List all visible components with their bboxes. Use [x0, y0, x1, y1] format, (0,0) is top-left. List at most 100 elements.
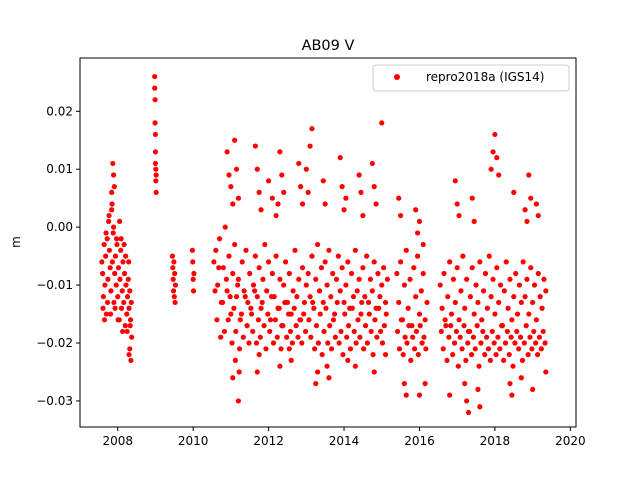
data-point: [339, 184, 345, 190]
data-point: [463, 357, 469, 363]
y-tick-label: −0.01: [36, 278, 73, 292]
data-point: [374, 334, 380, 340]
data-point: [454, 265, 460, 271]
data-point: [359, 299, 365, 306]
data-point: [129, 334, 135, 340]
data-point: [101, 241, 107, 248]
data-point: [423, 346, 429, 352]
data-point: [507, 276, 513, 282]
data-point: [281, 189, 287, 195]
data-point: [240, 334, 246, 340]
data-point: [342, 311, 348, 317]
data-point: [471, 218, 477, 224]
data-point: [358, 189, 364, 195]
data-point: [172, 270, 178, 277]
data-point: [274, 334, 280, 340]
data-point: [447, 392, 453, 398]
data-point: [396, 346, 403, 352]
data-point: [252, 253, 258, 259]
data-point: [152, 160, 159, 167]
data-point: [480, 328, 486, 335]
data-point: [375, 270, 381, 277]
data-point: [218, 334, 224, 340]
data-point: [328, 346, 335, 352]
data-point: [543, 369, 549, 375]
data-point: [415, 351, 421, 358]
data-point: [216, 265, 222, 271]
data-point: [416, 311, 423, 317]
data-point: [530, 299, 536, 306]
data-point: [226, 253, 232, 259]
data-point: [407, 276, 413, 282]
data-point: [221, 328, 228, 335]
data-point: [457, 334, 463, 340]
legend[interactable]: repro2018a (IGS14): [372, 64, 570, 92]
data-point: [421, 334, 427, 340]
data-point: [260, 276, 266, 282]
data-point: [265, 259, 272, 265]
data-point: [443, 323, 449, 329]
data-point: [317, 311, 323, 317]
data-point: [249, 311, 255, 317]
data-point: [152, 120, 158, 126]
data-point: [332, 334, 338, 340]
data-point: [437, 282, 443, 288]
data-point: [533, 201, 540, 207]
data-point: [153, 166, 159, 172]
data-point: [501, 288, 507, 294]
data-point: [465, 409, 472, 416]
data-point: [406, 323, 412, 329]
data-point: [450, 351, 456, 358]
data-point: [113, 236, 120, 242]
data-point: [490, 276, 496, 282]
data-point: [347, 346, 354, 352]
data-point: [506, 351, 512, 358]
data-point: [520, 259, 526, 265]
data-point: [287, 328, 294, 335]
data-point: [373, 201, 379, 207]
data-point: [524, 276, 530, 282]
data-point: [381, 265, 387, 271]
data-point: [528, 265, 534, 271]
data-point: [125, 276, 131, 282]
data-point: [495, 334, 501, 340]
data-point: [106, 218, 112, 224]
data-point: [308, 334, 314, 340]
data-point: [343, 195, 349, 201]
y-tick-label: −0.02: [36, 336, 73, 350]
data-point: [302, 328, 309, 335]
data-point: [508, 334, 514, 340]
data-point: [152, 85, 158, 91]
data-point: [224, 288, 230, 294]
data-point: [511, 189, 517, 195]
data-point: [222, 224, 228, 230]
data-point: [313, 323, 320, 329]
data-point: [541, 276, 547, 282]
data-point: [404, 340, 410, 346]
data-point: [299, 340, 305, 346]
data-point: [469, 195, 475, 201]
data-point: [480, 288, 487, 294]
data-point: [369, 288, 375, 294]
data-point: [525, 351, 531, 358]
data-point: [128, 299, 134, 306]
data-point: [235, 276, 242, 282]
data-point: [352, 247, 358, 253]
legend-marker: [394, 74, 400, 80]
data-point: [319, 351, 325, 358]
data-point: [441, 270, 447, 277]
data-point: [420, 241, 426, 248]
data-point: [294, 294, 300, 300]
data-point: [228, 184, 234, 190]
data-point: [229, 340, 235, 346]
data-point: [394, 270, 400, 277]
data-point: [113, 282, 119, 288]
data-point: [344, 334, 350, 340]
y-tick-label: 0.01: [46, 162, 73, 176]
data-point: [517, 334, 524, 340]
data-point: [231, 305, 237, 311]
data-point: [256, 351, 262, 358]
data-point: [422, 380, 428, 387]
data-point: [310, 299, 316, 306]
data-point: [112, 270, 118, 277]
